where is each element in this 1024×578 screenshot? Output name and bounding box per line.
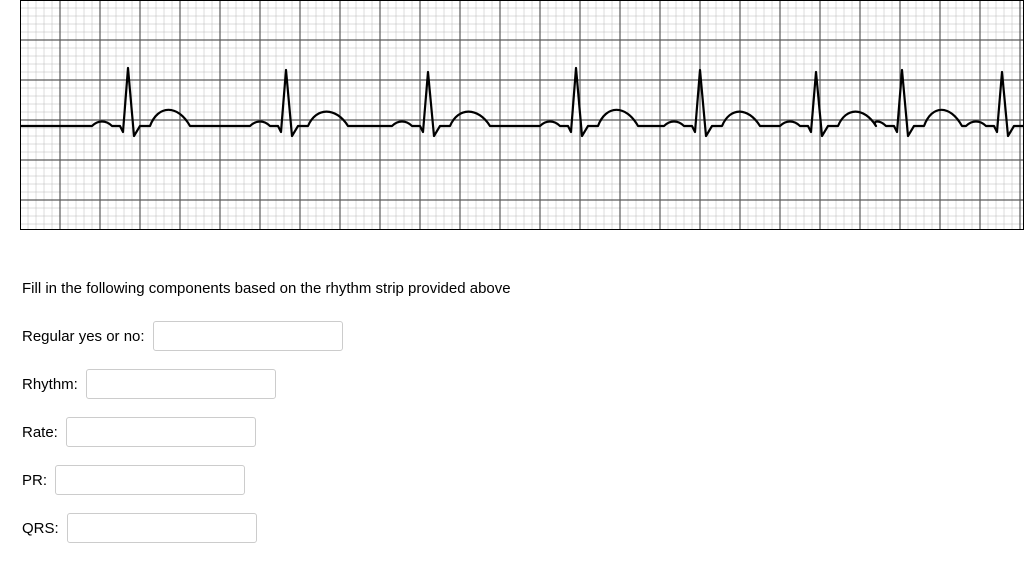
input-qrs[interactable] xyxy=(67,513,257,543)
ecg-svg xyxy=(20,0,1024,230)
field-row-rhythm: Rhythm: xyxy=(22,369,1024,399)
field-row-pr: PR: xyxy=(22,465,1024,495)
label-qrs: QRS: xyxy=(22,520,59,537)
field-row-qrs: QRS: xyxy=(22,513,1024,543)
form-area: Fill in the following components based o… xyxy=(0,230,1024,543)
label-rate: Rate: xyxy=(22,424,58,441)
label-regular: Regular yes or no: xyxy=(22,328,145,345)
input-pr[interactable] xyxy=(55,465,245,495)
ecg-strip xyxy=(20,0,1024,230)
field-row-regular: Regular yes or no: xyxy=(22,321,1024,351)
label-pr: PR: xyxy=(22,472,47,489)
input-regular[interactable] xyxy=(153,321,343,351)
input-rate[interactable] xyxy=(66,417,256,447)
input-rhythm[interactable] xyxy=(86,369,276,399)
field-row-rate: Rate: xyxy=(22,417,1024,447)
label-rhythm: Rhythm: xyxy=(22,376,78,393)
instructions-text: Fill in the following components based o… xyxy=(22,280,1024,297)
